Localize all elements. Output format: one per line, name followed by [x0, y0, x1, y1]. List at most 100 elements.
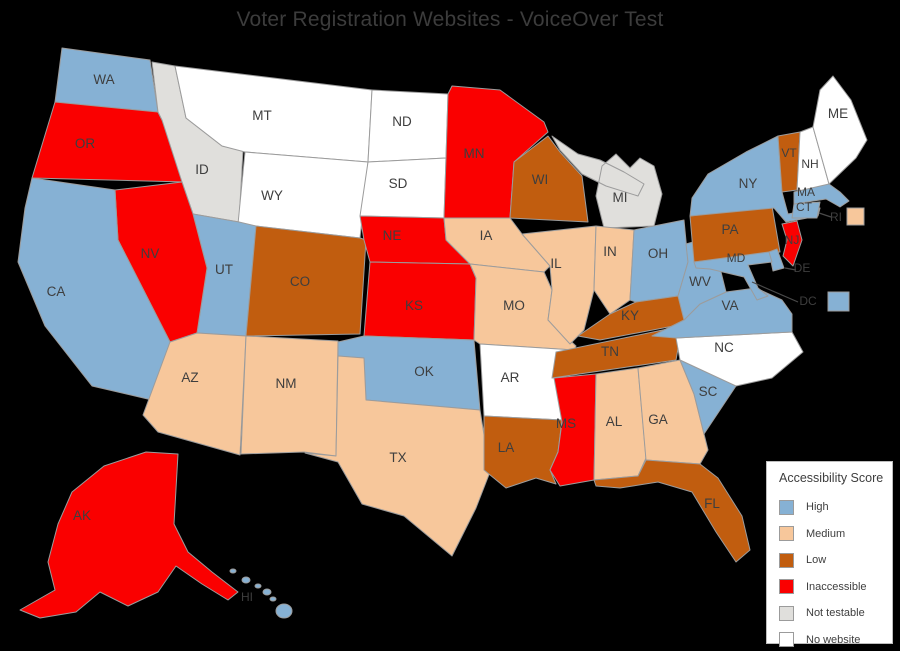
legend-swatch-high — [779, 499, 794, 515]
state-label-MN: MN — [464, 146, 485, 161]
state-ME[interactable] — [812, 75, 868, 185]
state-label-PA: PA — [721, 222, 738, 237]
state-label-CA: CA — [47, 284, 66, 299]
state-VT[interactable] — [777, 131, 801, 193]
legend: Accessibility Score High Medium Low Inacces… — [766, 461, 893, 648]
state-IA[interactable] — [443, 217, 551, 273]
state-HI[interactable] — [254, 583, 262, 589]
callout-line-DC — [751, 281, 799, 303]
legend-item-high[interactable]: High — [779, 494, 892, 521]
state-label-AL: AL — [606, 414, 623, 429]
state-label-MD: MD — [727, 251, 746, 265]
legend-swatch-no-website — [779, 632, 794, 648]
state-DE[interactable] — [768, 248, 785, 272]
state-MD[interactable] — [693, 251, 773, 301]
legend-item-label: No website — [806, 633, 861, 646]
state-label-MS: MS — [556, 416, 576, 431]
state-IN[interactable] — [593, 225, 635, 315]
state-label-CO: CO — [290, 274, 310, 289]
state-label-LA: LA — [498, 440, 515, 455]
state-NJ[interactable] — [781, 220, 803, 267]
state-label-IL: IL — [550, 256, 562, 271]
state-label-VT: VT — [781, 146, 797, 160]
state-NM[interactable] — [240, 335, 339, 457]
state-label-AR: AR — [501, 370, 520, 385]
state-label-MO: MO — [503, 298, 525, 313]
legend-item-label: High — [806, 501, 829, 514]
legend-items: High Medium Low Inaccessible Not testable No … — [779, 494, 892, 651]
state-label-NC: NC — [714, 340, 734, 355]
legend-item-label: Low — [806, 554, 827, 567]
state-CA[interactable] — [17, 177, 171, 401]
state-WI[interactable] — [509, 135, 589, 223]
state-label-AZ: AZ — [181, 370, 198, 385]
state-HI[interactable] — [262, 588, 272, 596]
state-label-GA: GA — [648, 412, 668, 427]
state-label-UT: UT — [215, 262, 233, 277]
state-label-CT: CT — [796, 200, 813, 214]
state-label-NE: NE — [383, 228, 402, 243]
legend-item-not-testable[interactable]: Not testable — [779, 600, 892, 627]
state-label-HI: HI — [241, 590, 253, 604]
state-label-WI: WI — [532, 172, 549, 187]
state-label-KS: KS — [405, 298, 423, 313]
state-label-WA: WA — [93, 72, 114, 87]
state-label-KY: KY — [621, 308, 639, 323]
state-MI[interactable] — [551, 135, 663, 229]
callout-line-DE — [784, 267, 797, 271]
state-HI[interactable] — [275, 603, 293, 619]
state-LA[interactable] — [483, 415, 563, 489]
legend-item-no-website[interactable]: No website — [779, 627, 892, 651]
state-label-WY: WY — [261, 188, 283, 203]
state-label-ME: ME — [828, 106, 848, 121]
state-label-NJ: NJ — [785, 233, 800, 247]
state-label-DE: DE — [794, 261, 811, 275]
state-FL[interactable] — [593, 459, 751, 563]
legend-swatch-low — [779, 552, 794, 568]
state-label-IN: IN — [603, 244, 617, 259]
state-label-IA: IA — [480, 228, 493, 243]
state-swatch-DC[interactable] — [827, 291, 850, 312]
legend-item-inaccessible[interactable]: Inaccessible — [779, 574, 892, 601]
state-HI[interactable] — [269, 596, 277, 602]
state-MN[interactable] — [443, 85, 549, 219]
legend-title: Accessibility Score — [779, 471, 884, 485]
state-label-VA: VA — [721, 298, 738, 313]
state-HI[interactable] — [229, 568, 237, 574]
state-label-MT: MT — [252, 108, 272, 123]
legend-swatch-inaccessible — [779, 579, 794, 595]
state-HI[interactable] — [241, 576, 251, 584]
state-TN[interactable] — [551, 325, 683, 379]
state-label-MA: MA — [797, 185, 815, 199]
state-label-NV: NV — [141, 246, 160, 261]
state-label-NY: NY — [739, 176, 758, 191]
legend-item-medium[interactable]: Medium — [779, 521, 892, 548]
state-label-OK: OK — [414, 364, 434, 379]
state-label-FL: FL — [704, 496, 720, 511]
state-CO[interactable] — [245, 225, 367, 337]
state-label-DC: DC — [799, 294, 817, 308]
state-WY[interactable] — [237, 151, 369, 239]
state-label-OR: OR — [75, 136, 96, 151]
state-AK[interactable] — [19, 451, 239, 619]
legend-item-low[interactable]: Low — [779, 547, 892, 574]
state-label-WV: WV — [689, 274, 711, 289]
state-label-AK: AK — [73, 508, 91, 523]
callout-line-RI — [818, 212, 832, 218]
state-label-SC: SC — [699, 384, 718, 399]
state-swatch-RI[interactable] — [846, 207, 865, 226]
state-label-SD: SD — [389, 176, 408, 191]
legend-swatch-medium — [779, 526, 794, 542]
state-label-NH: NH — [801, 157, 818, 171]
state-CT[interactable] — [791, 201, 821, 219]
state-label-NM: NM — [276, 376, 297, 391]
state-label-ND: ND — [392, 114, 412, 129]
state-TX[interactable] — [304, 355, 491, 557]
state-label-MI: MI — [613, 190, 628, 205]
legend-swatch-not-testable — [779, 605, 794, 621]
legend-item-label: Inaccessible — [806, 580, 867, 593]
legend-item-label: Not testable — [806, 607, 865, 620]
state-OH[interactable] — [629, 219, 689, 303]
